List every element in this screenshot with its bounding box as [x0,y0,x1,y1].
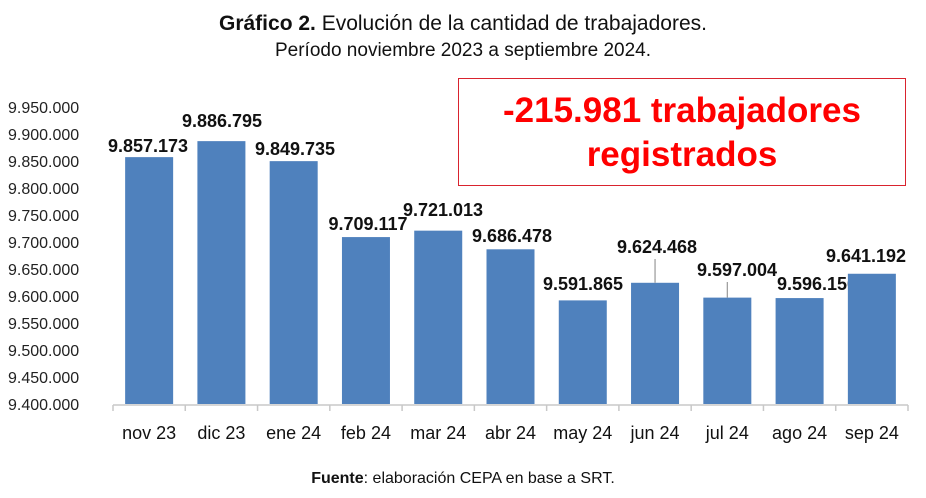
chart-subtitle: Período noviembre 2023 a septiembre 2024… [274,40,652,61]
y-tick-label: 9.500.000 [8,343,79,360]
bar [414,230,463,404]
bar [197,141,246,404]
annotation-line1: -215.981 trabajadores [503,91,861,130]
title-rest: Evolución de la cantidad de trabajadores… [315,12,707,35]
y-tick-label: 9.950.000 [8,100,79,117]
y-tick-label: 9.850.000 [8,154,79,171]
x-tick-label: abr 24 [485,423,536,443]
source-rest: : elaboración CEPA en base a SRT. [363,470,615,487]
title-bold: Gráfico 2. [219,12,316,35]
data-label: 9.641.192 [826,246,906,266]
data-label: 9.709.117 [328,214,407,234]
bar [125,157,174,404]
y-tick-label: 9.550.000 [8,316,79,333]
chart-title: Gráfico 2. Evolución de la cantidad de t… [0,12,926,36]
y-tick-label: 9.900.000 [8,127,79,144]
x-tick-label: mar 24 [410,423,466,443]
y-tick-label: 9.650.000 [8,262,79,279]
x-tick-label: ago 24 [772,423,827,443]
data-label: 9.886.795 [182,111,262,131]
x-tick-label: may 24 [553,423,612,443]
data-label: 9.624.468 [617,237,697,257]
bar [703,297,752,404]
x-tick-label: jul 24 [705,423,749,443]
x-tick-label: feb 24 [341,423,391,443]
y-tick-label: 9.750.000 [8,208,79,225]
y-tick-label: 9.400.000 [8,397,79,414]
annotation-line2: registrados [586,135,778,174]
bar [486,249,535,404]
x-tick-label: jun 24 [630,423,680,443]
data-label: 9.597.004 [697,260,777,280]
bar [775,298,824,404]
y-tick-label: 9.450.000 [8,370,79,387]
bar [631,282,680,404]
y-tick-label: 9.800.000 [8,181,79,198]
x-tick-label: sep 24 [845,423,899,443]
bar [341,237,390,404]
annotation-box: -215.981 trabajadores registrados [458,78,906,186]
x-tick-label: ene 24 [266,423,321,443]
data-label: 9.596.156 [777,274,857,294]
data-label: 9.686.478 [472,226,552,246]
data-label: 9.849.735 [255,139,335,159]
y-tick-label: 9.700.000 [8,235,79,252]
data-label: 9.721.013 [403,200,483,220]
x-tick-label: dic 23 [197,423,245,443]
data-label: 9.591.865 [543,274,623,294]
bar [847,273,896,404]
source-note: Fuente: elaboración CEPA en base a SRT. [0,470,926,488]
bar [558,300,607,404]
bar [269,161,318,404]
source-bold: Fuente [311,470,364,487]
x-tick-label: nov 23 [122,423,176,443]
y-tick-label: 9.600.000 [8,289,79,306]
data-label: 9.857.173 [108,136,188,156]
